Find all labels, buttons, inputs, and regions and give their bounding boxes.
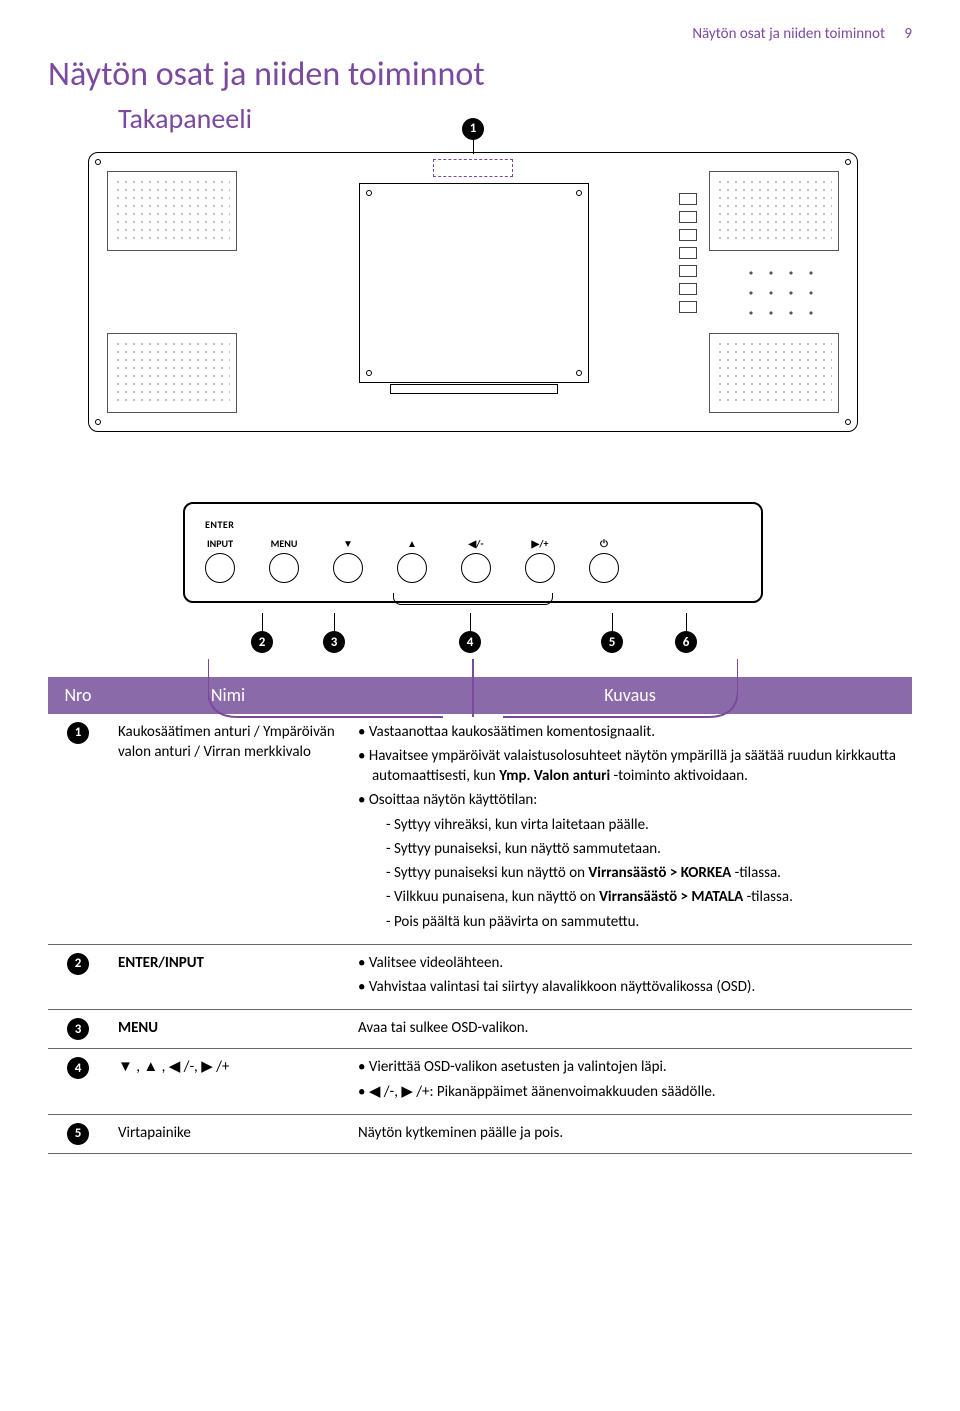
- desc-subitem: Pois päältä kun päävirta on sammutettu.: [386, 912, 902, 932]
- th-kuvaus: Kuvaus: [348, 677, 912, 713]
- row-number-cell: 5: [48, 1114, 108, 1153]
- row-name-cell: ▼ , ▲ , ◀ /-, ▶ /+: [108, 1049, 348, 1115]
- page-subtitle: Takapaneeli: [118, 100, 912, 138]
- row-number-badge: 1: [67, 722, 89, 744]
- btn-label-right: ▶/+: [532, 537, 549, 549]
- row-number-cell: 3: [48, 1010, 108, 1049]
- row-name-cell: Virtapainike: [108, 1114, 348, 1153]
- btn-up[interactable]: [397, 553, 427, 583]
- btn-label-power: ⏻: [600, 537, 608, 549]
- rear-panel-diagram: 1 ENTER INPUT MENU ▼ ▲ ◀/- ▶/+ ⏻: [88, 152, 858, 660]
- button-panel: ENTER INPUT MENU ▼ ▲ ◀/- ▶/+ ⏻: [183, 502, 763, 604]
- desc-item: Havaitsee ympäröivät valaistusolosuhteet…: [358, 746, 902, 787]
- row-number-cell: 4: [48, 1049, 108, 1115]
- desc-subitem: Syttyy punaiseksi, kun näyttö sammutetaa…: [386, 839, 902, 859]
- btn-label-input: INPUT: [207, 537, 233, 549]
- btn-down[interactable]: [333, 553, 363, 583]
- row-number-badge: 2: [67, 953, 89, 975]
- btn-label-left: ◀/-: [468, 537, 483, 549]
- btn-input[interactable]: [205, 553, 235, 583]
- desc-item: Valitsee videolähteen.: [358, 953, 902, 973]
- table-row: 4 ▼ , ▲ , ◀ /-, ▶ /+ Vierittää OSD-valikon…: [48, 1049, 912, 1115]
- row-number-cell: 2: [48, 944, 108, 1010]
- row-desc-cell: Vastaanottaa kaukosäätimen komentosignaa…: [348, 714, 912, 945]
- table-row: 2 ENTER/INPUT Valitsee videolähteen. Vahvis…: [48, 944, 912, 1010]
- row-desc-cell: Avaa tai sulkee OSD-valikon.: [348, 1010, 912, 1049]
- description-table: Nro Nimi Kuvaus 1 Kaukosäätimen anturi / …: [48, 677, 912, 1154]
- btn-power[interactable]: [589, 553, 619, 583]
- row-number-badge: 4: [67, 1057, 89, 1079]
- btn-menu[interactable]: [269, 553, 299, 583]
- row-desc-cell: Valitsee videolähteen. Vahvistaa valintas…: [348, 944, 912, 1010]
- page-number: 9: [904, 25, 912, 43]
- running-header: Näytön osat ja niiden toiminnot 9: [48, 24, 912, 44]
- desc-item: ◀ /-, ▶ /+: Pikanäppäimet äänenvoimakkuu…: [358, 1082, 902, 1102]
- lower-callouts: 2 3 4 5 6: [183, 613, 763, 659]
- row-desc-cell: Näytön kytkeminen päälle ja pois.: [348, 1114, 912, 1153]
- callout-badge-5: 5: [601, 631, 623, 653]
- tv-back-outline: [88, 152, 858, 432]
- row-number-cell: 1: [48, 714, 108, 945]
- enter-label: ENTER: [205, 518, 741, 532]
- table-row: 3 MENUAvaa tai sulkee OSD-valikon.: [48, 1010, 912, 1049]
- page-title: Näytön osat ja niiden toiminnot: [48, 52, 912, 98]
- desc-item: Vastaanottaa kaukosäätimen komentosignaa…: [358, 722, 902, 742]
- desc-item: Osoittaa näytön käyttötilan:Syttyy vihre…: [358, 790, 902, 932]
- row-name-cell: ENTER/INPUT: [108, 944, 348, 1010]
- desc-subitem: Syttyy punaiseksi kun näyttö on Virransä…: [386, 863, 902, 883]
- callout-badge-3: 3: [323, 631, 345, 653]
- running-title: Näytön osat ja niiden toiminnot: [692, 25, 885, 43]
- row-desc-cell: Vierittää OSD-valikon asetusten ja valin…: [348, 1049, 912, 1115]
- row-number-badge: 3: [67, 1018, 89, 1040]
- callout-badge-1: 1: [462, 118, 484, 140]
- th-nro: Nro: [48, 677, 108, 713]
- row-number-badge: 5: [67, 1123, 89, 1145]
- callout-badge-4: 4: [459, 631, 481, 653]
- callout-1: 1: [462, 118, 484, 154]
- th-nimi: Nimi: [108, 677, 348, 713]
- desc-subitem: Syttyy vihreäksi, kun virta laitetaan pä…: [386, 815, 902, 835]
- table-row: 5 VirtapainikeNäytön kytkeminen päälle ja…: [48, 1114, 912, 1153]
- btn-label-down: ▼: [343, 537, 353, 549]
- btn-left[interactable]: [461, 553, 491, 583]
- row-name-cell: Kaukosäätimen anturi / Ympäröivän valon …: [108, 714, 348, 945]
- callout-badge-2: 2: [251, 631, 273, 653]
- row-name-cell: MENU: [108, 1010, 348, 1049]
- btn-label-menu: MENU: [271, 537, 298, 549]
- desc-subitem: Vilkkuu punaisena, kun näyttö on Virrans…: [386, 887, 902, 907]
- desc-item: Vierittää OSD-valikon asetusten ja valin…: [358, 1057, 902, 1077]
- desc-item: Vahvistaa valintasi tai siirtyy alavalik…: [358, 977, 902, 997]
- btn-right[interactable]: [525, 553, 555, 583]
- callout-badge-6: 6: [675, 631, 697, 653]
- btn-label-up: ▲: [407, 537, 417, 549]
- table-row: 1 Kaukosäätimen anturi / Ympäröivän valon…: [48, 714, 912, 945]
- sensor-slot-highlight: [433, 159, 513, 177]
